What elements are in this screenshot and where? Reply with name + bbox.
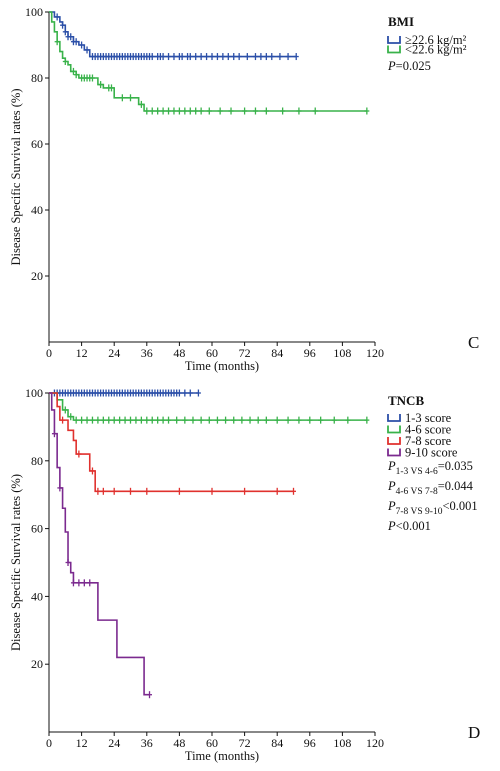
p-value: <0.001: [396, 519, 431, 533]
x-tick-label: 60: [206, 346, 218, 360]
legend-swatch: [387, 36, 401, 44]
x-tick-label: 24: [108, 736, 120, 750]
chart-panel-c: 0 12 24 36 48 60 72 84 96 108 120 20 40 60 80 100 Time (…: [9, 5, 479, 373]
p-subscript: 4-6 VS 7-8: [396, 487, 438, 497]
panel-letter: D: [468, 723, 480, 742]
y-tick-label: 40: [31, 589, 43, 603]
panel-letter: C: [468, 333, 479, 352]
legend-swatch: [387, 437, 401, 445]
p-value: =0.025: [396, 59, 431, 73]
p-value: =0.044: [438, 479, 474, 493]
x-tick-label: 0: [46, 346, 52, 360]
x-tick-label: 120: [366, 346, 384, 360]
survival-curve-series-3: [49, 392, 150, 696]
y-tick-label: 20: [31, 269, 43, 283]
x-tick-label: 96: [304, 736, 316, 750]
p-value: =0.035: [438, 459, 473, 473]
legend-label: 1-3 score: [405, 411, 452, 425]
legend-swatch: [387, 425, 401, 434]
x-tick-label: 12: [76, 736, 88, 750]
y-axis-title: Disease Specific Survival rates (%): [9, 474, 23, 651]
legend-swatch: [387, 448, 401, 457]
y-tick-label: 100: [25, 5, 43, 19]
p-symbol: P: [387, 499, 396, 513]
x-tick-label: 108: [333, 736, 351, 750]
x-tick-label: 0: [46, 736, 52, 750]
p-value: <0.001: [442, 499, 477, 513]
x-tick-label: 108: [333, 346, 351, 360]
legend-label: 4-6 score: [405, 423, 452, 437]
p-subscript: 7-8 VS 9-10: [396, 507, 443, 517]
p-symbol: P: [387, 59, 396, 73]
p-value-text: P<0.001: [387, 519, 431, 533]
p-symbol: P: [387, 479, 396, 493]
p-value-text: P=0.025: [387, 59, 431, 73]
chart-panel-d: 0 12 24 36 48 60 72 84 96 108 120 20 40 60 80 100 Time (…: [9, 386, 480, 763]
p-symbol: P: [387, 519, 396, 533]
p-subscript: 1-3 VS 4-6: [396, 467, 438, 477]
x-tick-label: 48: [173, 736, 185, 750]
p-value-text: P1-3 VS 4-6=0.035: [387, 459, 473, 477]
legend-swatch: [387, 414, 401, 422]
x-tick-label: 36: [141, 346, 153, 360]
x-tick-label: 12: [76, 346, 88, 360]
y-tick-label: 60: [31, 137, 43, 151]
survival-curve-series-1: [49, 392, 367, 421]
x-tick-label: 60: [206, 736, 218, 750]
x-tick-label: 84: [271, 346, 283, 360]
y-tick-label: 80: [31, 71, 43, 85]
x-tick-label: 120: [366, 736, 384, 750]
y-tick-label: 80: [31, 454, 43, 468]
survival-curve-series-2: [49, 392, 294, 493]
p-value-text: P4-6 VS 7-8=0.044: [387, 479, 474, 497]
y-tick-label: 40: [31, 203, 43, 217]
x-axis-title: Time (months): [185, 359, 259, 373]
x-tick-label: 72: [239, 736, 251, 750]
legend-label: 7-8 score: [405, 434, 452, 448]
legend-swatch: [387, 45, 401, 54]
legend-label: ≥22.6 kg/m²: [405, 33, 467, 47]
x-tick-label: 72: [239, 346, 251, 360]
x-tick-label: 96: [304, 346, 316, 360]
x-tick-label: 36: [141, 736, 153, 750]
x-tick-label: 48: [173, 346, 185, 360]
p-symbol: P: [387, 459, 396, 473]
x-axis-title: Time (months): [185, 749, 259, 763]
legend-label: 9-10 score: [405, 446, 458, 460]
x-tick-label: 84: [271, 736, 283, 750]
y-tick-label: 20: [31, 657, 43, 671]
legend-label: <22.6 kg/m²: [405, 43, 467, 57]
legend-title: BMI: [388, 14, 414, 29]
p-value-text: P7-8 VS 9-10<0.001: [387, 499, 478, 517]
y-axis-title: Disease Specific Survival rates (%): [9, 88, 23, 265]
legend-title: TNCB: [388, 393, 424, 408]
y-tick-label: 60: [31, 522, 43, 536]
survival-curve-series-1: [49, 11, 367, 112]
y-tick-label: 100: [25, 386, 43, 400]
x-tick-label: 24: [108, 346, 120, 360]
